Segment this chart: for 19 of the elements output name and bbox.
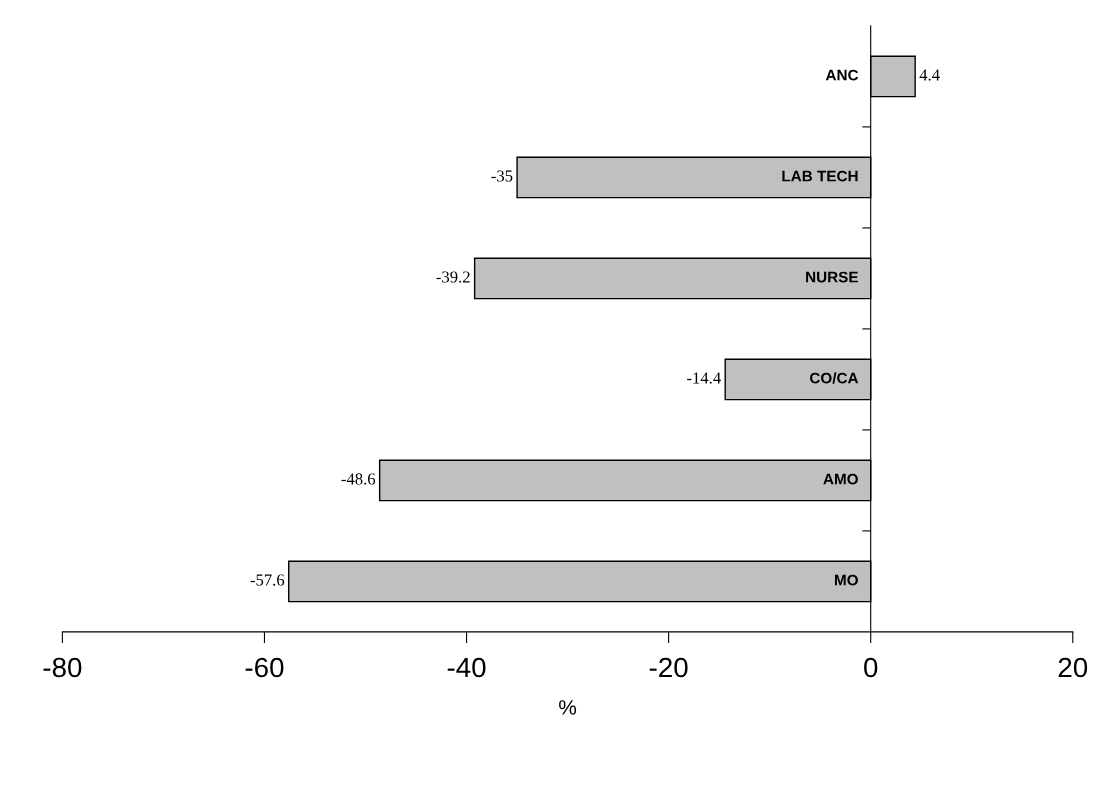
x-tick-label: -40 <box>447 657 486 678</box>
data-label: -14.4 <box>687 372 721 384</box>
x-tick-label: 20 <box>1058 657 1088 678</box>
y-tick-label: ANC <box>825 69 859 81</box>
x-tick-label: -80 <box>43 657 82 678</box>
x-tick-label: 0 <box>864 657 878 678</box>
data-label: 4.4 <box>919 69 940 81</box>
y-tick-label: AMO <box>823 473 858 485</box>
y-tick-label: MO <box>834 574 858 586</box>
x-tick-label: -60 <box>245 657 284 678</box>
data-label: -48.6 <box>341 473 376 485</box>
data-label: -35 <box>491 170 513 182</box>
x-tick-label: -20 <box>649 657 688 678</box>
x-axis-title: % <box>559 700 577 715</box>
y-tick-label: CO/CA <box>809 372 859 384</box>
data-label: -39.2 <box>436 271 470 283</box>
y-tick-label: NURSE <box>806 271 858 283</box>
data-label: -57.6 <box>250 574 285 586</box>
y-tick-label: LAB TECH <box>782 170 858 182</box>
